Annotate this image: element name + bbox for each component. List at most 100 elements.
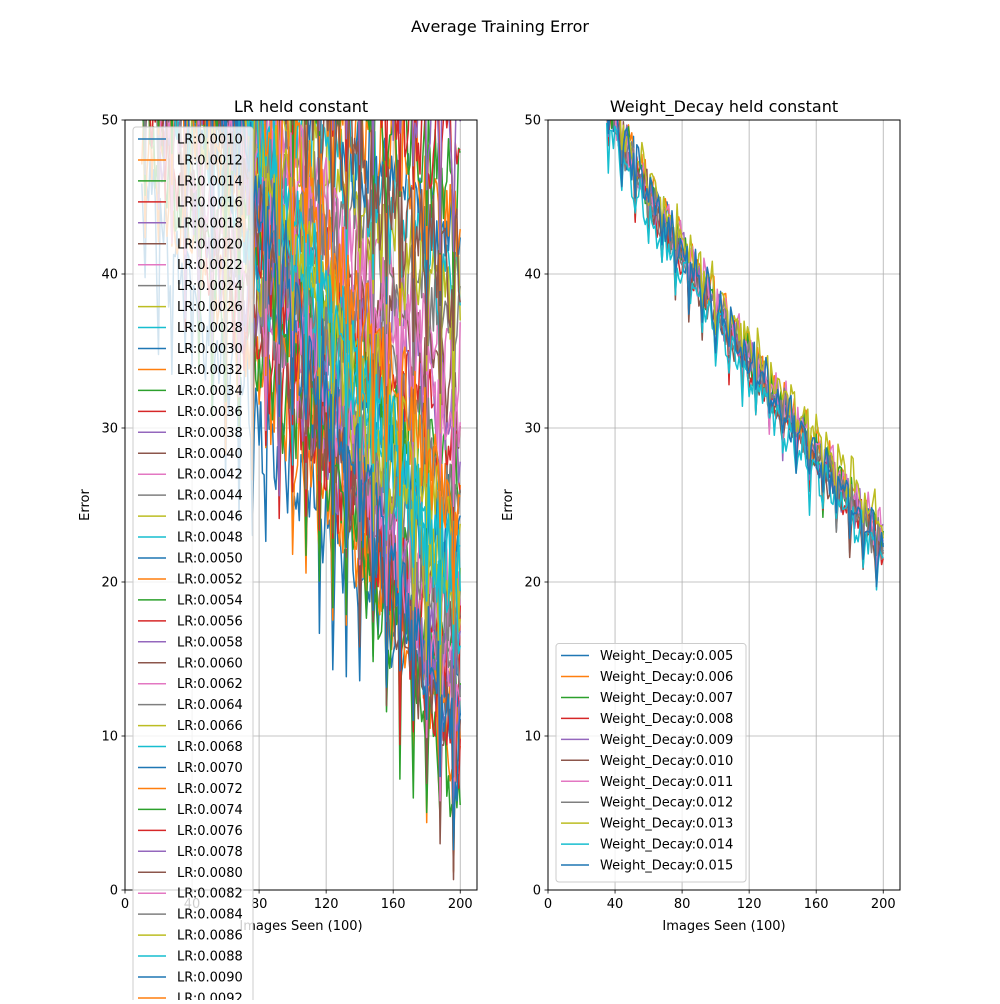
y-tick-label: 50: [101, 114, 118, 129]
y-tick-label: 50: [524, 114, 541, 129]
legend-label: Weight_Decay:0.005: [600, 649, 733, 664]
legend-label: LR:0.0012: [177, 153, 243, 168]
legend-label: LR:0.0030: [177, 342, 243, 357]
series-line: [250, 120, 461, 395]
x-tick-label: 200: [871, 897, 896, 912]
legend-label: LR:0.0048: [177, 531, 243, 546]
x-tick-label: 160: [804, 897, 829, 912]
series-line: [224, 120, 461, 313]
y-tick-label: 10: [524, 730, 541, 745]
series-line: [210, 120, 461, 620]
legend-label: LR:0.0074: [177, 803, 243, 818]
x-tick-label: 120: [737, 897, 762, 912]
legend-label: LR:0.0036: [177, 405, 243, 420]
legend-label: Weight_Decay:0.009: [600, 733, 733, 748]
legend-label: LR:0.0080: [177, 866, 243, 881]
x-axis-label: Images Seen (100): [662, 919, 785, 934]
legend-label: Weight_Decay:0.008: [600, 712, 733, 727]
legend-label: LR:0.0022: [177, 258, 243, 273]
legend-label: LR:0.0076: [177, 824, 243, 839]
legend-label: LR:0.0090: [177, 971, 243, 986]
legend-label: LR:0.0092: [177, 991, 243, 1000]
x-tick-label: 120: [314, 897, 339, 912]
x-tick-label: 0: [544, 897, 552, 912]
legend-label: LR:0.0032: [177, 363, 243, 378]
legend-label: LR:0.0026: [177, 300, 243, 315]
legend-label: LR:0.0054: [177, 593, 243, 608]
x-tick-label: 80: [251, 897, 268, 912]
legend-label: LR:0.0068: [177, 740, 243, 755]
y-tick-label: 30: [524, 422, 541, 437]
legend-label: Weight_Decay:0.013: [600, 817, 733, 832]
legend-label: LR:0.0034: [177, 384, 243, 399]
panel-weight-decay-held-constant: 0 40 80 120 160 200 0 10 20 30 40 50 Weight_Decay he…: [501, 97, 901, 934]
y-tick-label: 0: [533, 884, 541, 899]
panel-lr-held-constant: 0408012016020001020304050LR held constan…: [78, 97, 478, 1004]
legend-label: LR:0.0082: [177, 887, 243, 902]
y-tick-label: 40: [101, 268, 118, 283]
series-line: [197, 120, 461, 521]
series-line: [211, 120, 461, 851]
legend-label: Weight_Decay:0.015: [600, 859, 733, 874]
legend-label: LR:0.0060: [177, 656, 243, 671]
series-line: [224, 120, 461, 655]
legend-label: LR:0.0010: [177, 133, 243, 148]
series-line: [197, 120, 461, 830]
x-tick-label: 80: [674, 897, 691, 912]
legend-label: LR:0.0020: [177, 237, 243, 252]
legend-label: LR:0.0024: [177, 279, 243, 294]
y-tick-label: 10: [101, 730, 118, 745]
y-axis-label: Error: [501, 489, 516, 521]
series-line: [251, 120, 461, 625]
y-tick-label: 0: [110, 884, 118, 899]
series-line: [607, 120, 884, 588]
axes-title: LR held constant: [234, 97, 368, 116]
plot-frame: [124, 119, 478, 891]
legend-label: Weight_Decay:0.011: [600, 775, 733, 790]
y-tick-label: 30: [101, 422, 118, 437]
legend: LR:0.0010 LR:0.0012 LR:0.0014 LR:0.0016 LR:0…: [132, 126, 254, 1004]
y-tick-label: 40: [524, 268, 541, 283]
legend-label: LR:0.0056: [177, 614, 243, 629]
legend-label: LR:0.0072: [177, 782, 243, 797]
legend-label: LR:0.0050: [177, 552, 243, 567]
legend-label: LR:0.0016: [177, 195, 243, 210]
legend-label: LR:0.0044: [177, 489, 243, 504]
legend-label: LR:0.0028: [177, 321, 243, 336]
legend-label: LR:0.0084: [177, 908, 243, 923]
legend-label: Weight_Decay:0.006: [600, 670, 733, 685]
legend-label: Weight_Decay:0.012: [600, 796, 733, 811]
y-axis-label: Error: [78, 489, 93, 521]
legend-label: LR:0.0078: [177, 845, 243, 860]
series-group: [605, 120, 884, 591]
legend: Weight_Decay:0.005 Weight_Decay:0.006 Weig…: [555, 643, 747, 883]
legend-label: LR:0.0052: [177, 572, 243, 587]
x-tick-label: 160: [381, 897, 406, 912]
legend-label: Weight_Decay:0.007: [600, 691, 733, 706]
legend-label: LR:0.0086: [177, 929, 243, 944]
legend-label: LR:0.0038: [177, 426, 243, 441]
legend-label: LR:0.0070: [177, 761, 243, 776]
legend-label: Weight_Decay:0.014: [600, 838, 733, 853]
series-line: [211, 120, 461, 318]
x-tick-label: 200: [448, 897, 473, 912]
legend-box: [555, 643, 747, 883]
legend-label: LR:0.0064: [177, 698, 243, 713]
series-line: [210, 120, 461, 797]
series-line: [211, 120, 461, 697]
x-axis-label: Images Seen (100): [239, 919, 362, 934]
x-tick-label: 0: [121, 897, 129, 912]
series-line: [607, 120, 884, 539]
series-group: [141, 120, 461, 881]
legend-box: [132, 126, 254, 1004]
legend-label: LR:0.0046: [177, 510, 243, 525]
series-line: [184, 120, 461, 872]
legend-label: LR:0.0040: [177, 447, 243, 462]
series-line: [211, 120, 461, 510]
y-tick-label: 20: [524, 576, 541, 591]
legend-label: LR:0.0018: [177, 216, 243, 231]
plot-frame: [547, 119, 901, 891]
y-tick-label: 20: [101, 576, 118, 591]
